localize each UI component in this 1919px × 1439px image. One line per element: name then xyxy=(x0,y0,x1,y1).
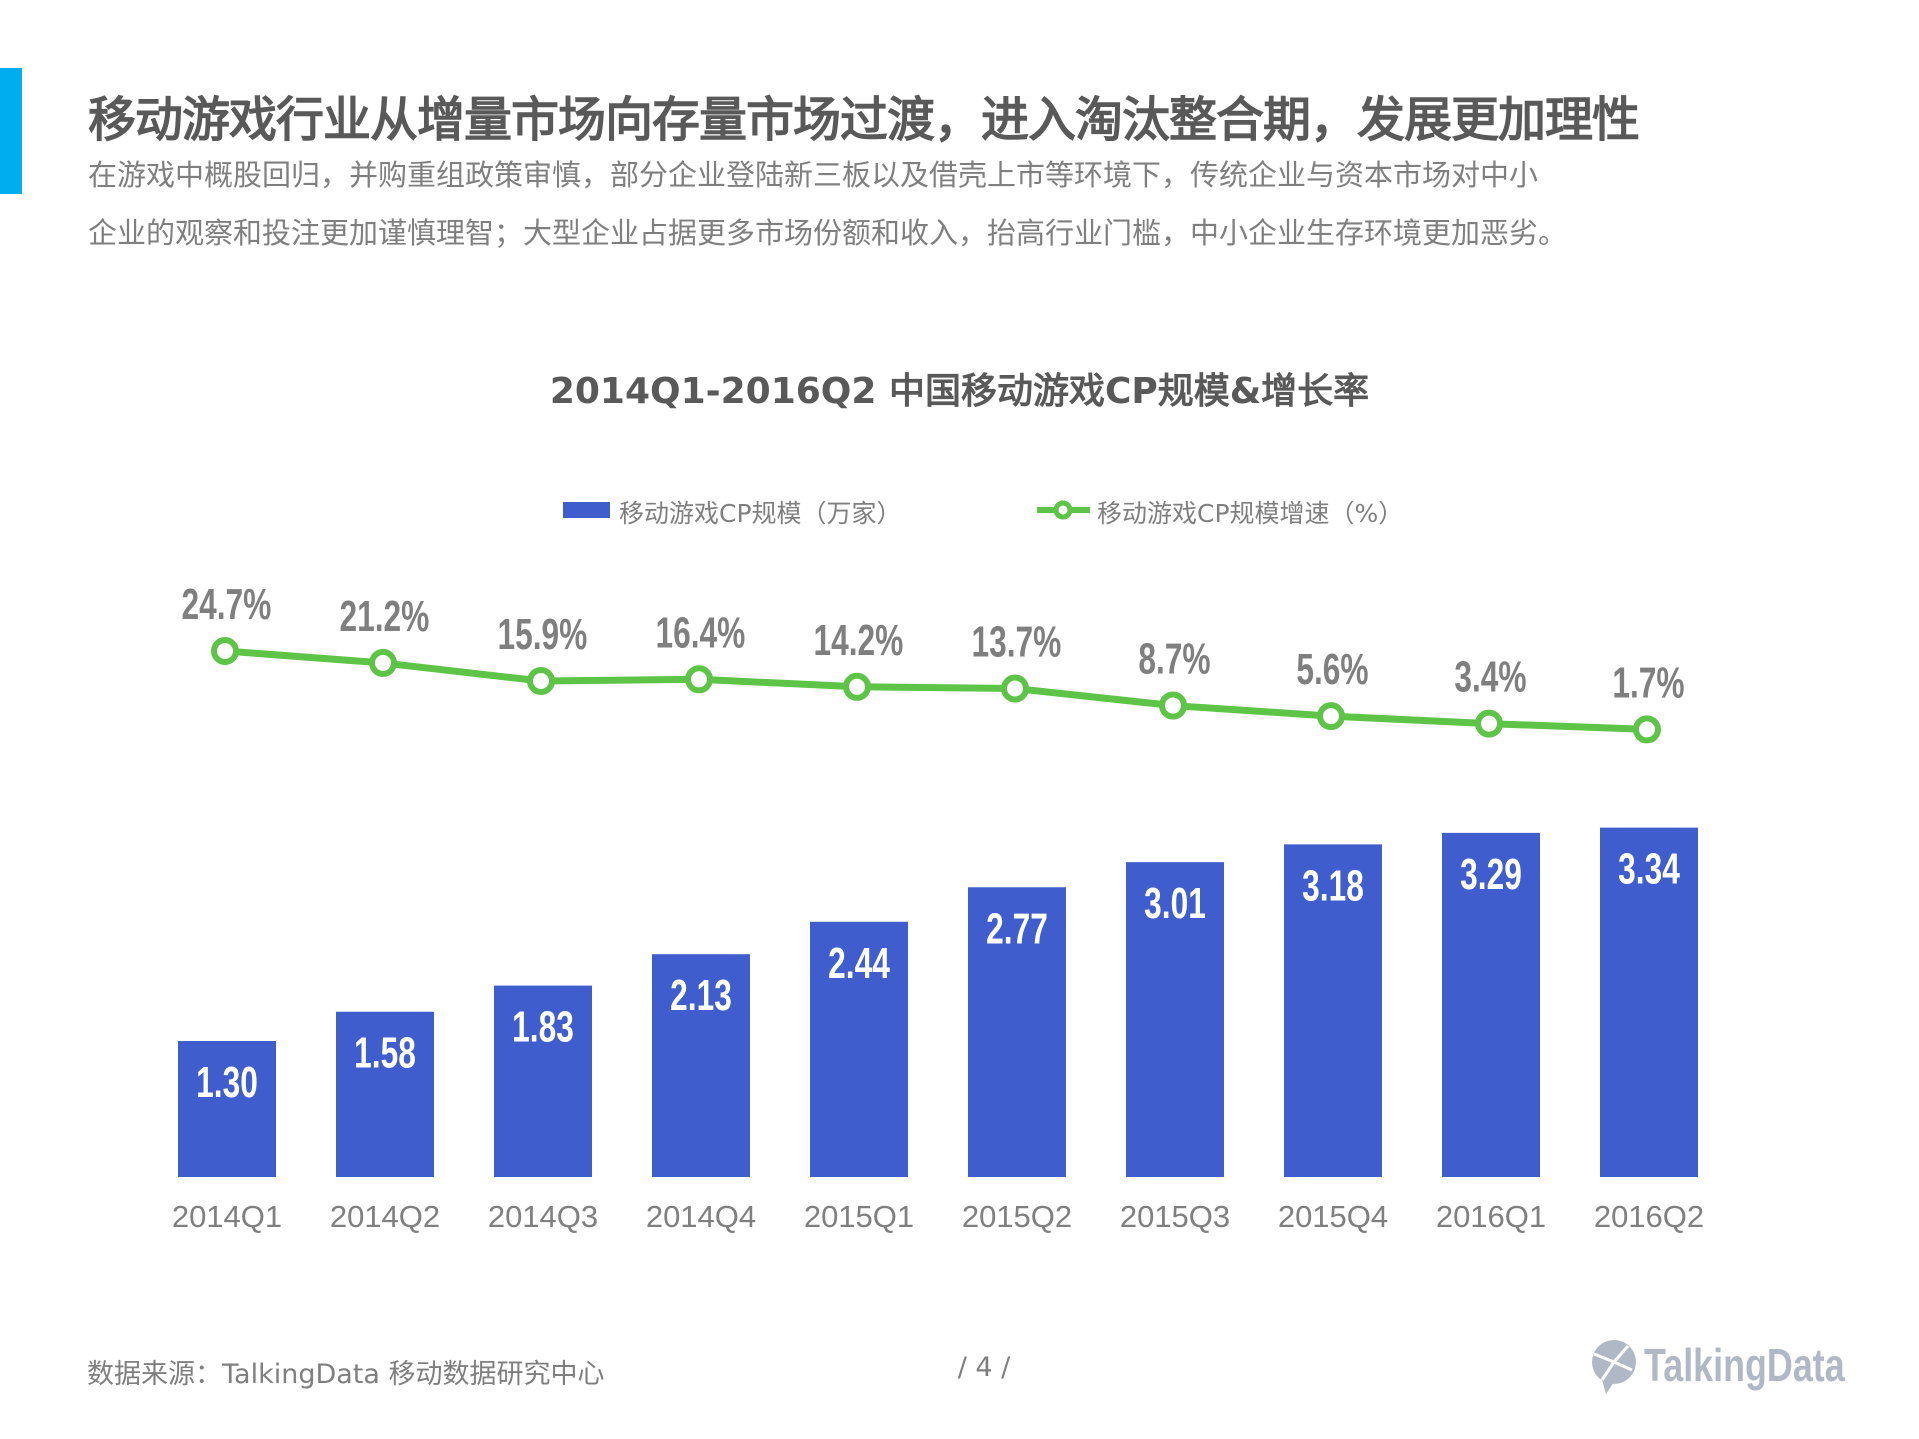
x-tick-label: 2014Q4 xyxy=(646,1199,756,1234)
accent-bar xyxy=(0,68,22,194)
bar-value-label: 3.29 xyxy=(1460,850,1522,899)
growth-point xyxy=(369,648,397,677)
data-source: 数据来源：TalkingData 移动数据研究中心 xyxy=(87,1359,605,1390)
growth-value-label: 16.4% xyxy=(656,608,746,657)
bar-value-label: 2.77 xyxy=(986,904,1048,953)
growth-point xyxy=(1475,709,1503,738)
talkingdata-logo: TalkingData xyxy=(1588,1336,1848,1396)
x-tick-label: 2014Q2 xyxy=(330,1199,440,1234)
legend-line-label: 移动游戏CP规模增速（%） xyxy=(1097,499,1404,528)
bar-value-label: 1.58 xyxy=(354,1029,416,1078)
bar xyxy=(1442,832,1540,1177)
bar-value-label: 3.34 xyxy=(1618,845,1680,894)
bar-value-label: 1.30 xyxy=(196,1058,258,1107)
bar-value-label: 3.18 xyxy=(1302,861,1364,910)
page-number: / 4 / xyxy=(957,1352,1011,1383)
x-tick-label: 2015Q1 xyxy=(804,1199,914,1234)
growth-point xyxy=(843,672,871,701)
x-tick-label: 2015Q2 xyxy=(962,1199,1072,1234)
legend-bar-label: 移动游戏CP规模（万家） xyxy=(619,499,902,528)
growth-value-label: 13.7% xyxy=(972,617,1062,666)
bar-value-label: 1.83 xyxy=(512,1003,574,1052)
legend-bar-swatch xyxy=(563,502,610,518)
x-tick-label: 2015Q3 xyxy=(1120,1199,1230,1234)
page-title: 移动游戏行业从增量市场向存量市场过渡，进入淘汰整合期，发展更加理性 xyxy=(88,92,1640,148)
x-tick-label: 2016Q1 xyxy=(1436,1199,1546,1234)
bar xyxy=(1600,827,1698,1177)
bar xyxy=(494,985,592,1177)
subtitle-line-1: 在游戏中概股回归，并购重组政策审慎，部分企业登陆新三板以及借壳上市等环境下，传统… xyxy=(88,158,1539,192)
growth-line xyxy=(224,647,1648,733)
growth-point xyxy=(211,637,239,665)
x-tick-label: 2014Q1 xyxy=(172,1199,282,1234)
growth-value-label: 1.7% xyxy=(1612,658,1684,707)
growth-point xyxy=(1317,702,1345,731)
growth-point xyxy=(527,667,555,696)
bar xyxy=(1284,844,1382,1177)
bar xyxy=(968,887,1066,1177)
bar xyxy=(1126,862,1224,1177)
bar-value-label: 2.44 xyxy=(828,939,890,988)
growth-value-label: 8.7% xyxy=(1138,635,1210,684)
logo-icon xyxy=(1592,1340,1636,1394)
growth-point xyxy=(1159,691,1187,720)
growth-value-label: 15.9% xyxy=(498,610,588,659)
bar xyxy=(652,954,750,1177)
subtitle-line-2: 企业的观察和投注更加谨慎理智；大型企业占据更多市场份额和收入，抬高行业门槛，中小… xyxy=(88,216,1568,250)
bar-value-label: 2.13 xyxy=(670,971,732,1020)
x-tick-label: 2016Q2 xyxy=(1594,1199,1704,1234)
x-tick-label: 2014Q3 xyxy=(488,1199,598,1234)
bar xyxy=(178,1041,276,1177)
growth-point xyxy=(1001,674,1029,703)
growth-value-label: 3.4% xyxy=(1454,653,1526,702)
bar xyxy=(810,921,908,1177)
growth-value-label: 14.2% xyxy=(814,616,904,665)
chart-title: 2014Q1-2016Q2 中国移动游戏CP规模&增长率 xyxy=(549,371,1370,412)
logo-text: TalkingData xyxy=(1644,1339,1845,1391)
x-tick-label: 2015Q4 xyxy=(1278,1199,1388,1234)
bar xyxy=(336,1011,434,1177)
growth-value-label: 5.6% xyxy=(1296,645,1368,694)
growth-point xyxy=(685,665,713,694)
growth-value-label: 21.2% xyxy=(340,592,430,641)
growth-value-label: 24.7% xyxy=(182,580,272,629)
growth-point xyxy=(1633,715,1661,744)
bar-value-label: 3.01 xyxy=(1144,879,1206,928)
